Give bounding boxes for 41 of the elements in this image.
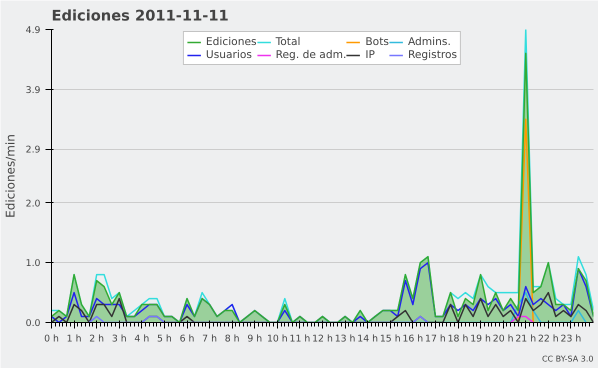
x-tick-label: 10 h [266,334,288,344]
x-tick-label: 20 h [492,334,514,344]
x-tick-label: 6 h [180,334,194,344]
x-tick-label: 23 h [560,334,582,344]
x-tick-label: 18 h [448,334,468,344]
x-tick-label: 13 h [334,334,356,344]
legend-label: Total [276,35,300,48]
x-tick-label: 5 h [157,334,172,344]
y-tick-label: 2.0 [26,198,41,210]
x-tick-label: 16 h [402,334,424,344]
legend-label: Bots [365,35,389,48]
y-axis-title: Ediciones/min [4,134,18,218]
x-tick-label: 8 h [224,334,240,344]
x-tick-label: 11 h [290,334,310,344]
legend-label: IP [365,48,376,61]
y-tick-label: 3.9 [26,84,41,96]
x-tick-label: 2 h [89,334,104,344]
legend-label: Reg. de adm. [276,48,346,61]
x-tick-label: 14 h [357,334,378,344]
y-tick-label: 2.9 [26,144,41,156]
y-tick-label: 4.9 [26,25,41,36]
y-tick-label: 1.0 [26,258,41,270]
x-tick-label: 9 h [247,334,262,344]
x-tick-label: 0 h [44,334,59,344]
chart-title: Ediciones 2011-11-11 [52,8,229,24]
x-tick-label: 1 h [66,334,82,344]
text: CC BY-SA 3.0 [542,354,594,364]
x-tick-label: 15 h [380,334,401,344]
x-tick-label: 3 h [112,334,127,344]
legend-label: Registros [408,48,458,61]
y-tick-label: 0.0 [26,318,41,329]
legend-label: Admins. [408,35,451,48]
legend-label: Usuarios [206,48,252,61]
legend-label: Ediciones [206,35,257,48]
x-tick-label: 7 h [202,334,218,344]
x-tick-label: 22 h [538,334,559,344]
x-tick-label: 4 h [134,334,150,344]
x-tick-label: 19 h [470,334,492,344]
x-tick-label: 17 h [425,334,446,344]
x-tick-label: 21 h [515,334,536,344]
x-tick-label: 12 h [312,334,333,344]
